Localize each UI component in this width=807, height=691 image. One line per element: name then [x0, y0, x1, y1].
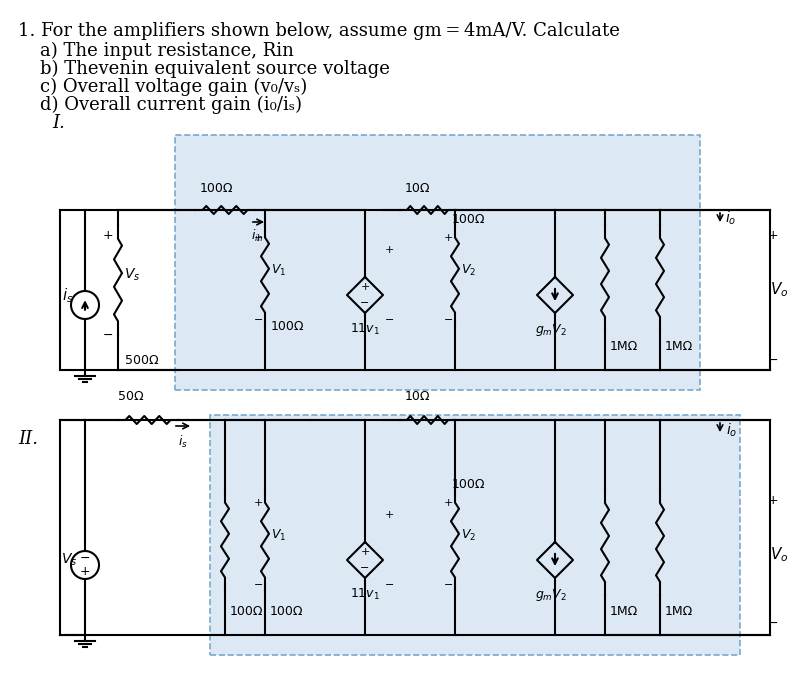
- Text: +: +: [385, 245, 395, 255]
- Text: +: +: [253, 498, 263, 508]
- Text: $i_{in}$: $i_{in}$: [250, 228, 263, 244]
- Text: +: +: [385, 510, 395, 520]
- Text: −: −: [385, 580, 395, 590]
- Text: −: −: [102, 328, 113, 341]
- Text: −: −: [444, 580, 453, 590]
- Text: 1MΩ: 1MΩ: [665, 605, 693, 618]
- Text: c) Overall voltage gain (v₀/vₛ): c) Overall voltage gain (v₀/vₛ): [40, 78, 307, 96]
- Text: +: +: [444, 233, 453, 243]
- Text: 1MΩ: 1MΩ: [665, 340, 693, 353]
- FancyBboxPatch shape: [210, 415, 740, 655]
- Text: $i_s$: $i_s$: [178, 434, 188, 450]
- Text: $V_o$: $V_o$: [770, 281, 788, 299]
- Text: 1MΩ: 1MΩ: [610, 340, 638, 353]
- Text: 100Ω: 100Ω: [230, 605, 264, 618]
- Text: −: −: [768, 616, 779, 630]
- Text: 100Ω: 100Ω: [271, 320, 304, 333]
- Text: 100Ω: 100Ω: [200, 182, 233, 195]
- Text: $V_s$: $V_s$: [61, 552, 77, 568]
- Text: 100Ω: 100Ω: [270, 605, 303, 618]
- Text: b) Thevenin equivalent source voltage: b) Thevenin equivalent source voltage: [40, 60, 390, 78]
- Text: −: −: [385, 315, 395, 325]
- Text: −: −: [360, 298, 370, 308]
- Text: $11v_1$: $11v_1$: [350, 587, 380, 602]
- Text: $i_o$: $i_o$: [726, 422, 738, 439]
- Text: +: +: [360, 547, 370, 557]
- Text: +: +: [102, 229, 113, 241]
- Text: $V_1$: $V_1$: [271, 527, 286, 542]
- Text: +: +: [360, 282, 370, 292]
- Text: +: +: [768, 229, 779, 241]
- Text: 500Ω: 500Ω: [125, 354, 159, 366]
- Text: −: −: [80, 552, 90, 565]
- Text: +: +: [80, 565, 90, 578]
- Text: $V_o$: $V_o$: [770, 546, 788, 565]
- Text: −: −: [253, 580, 263, 590]
- Text: $V_1$: $V_1$: [271, 263, 286, 278]
- FancyBboxPatch shape: [175, 135, 700, 390]
- Text: 10Ω: 10Ω: [405, 182, 430, 195]
- Text: 50Ω: 50Ω: [118, 390, 144, 403]
- Text: 100Ω: 100Ω: [452, 213, 486, 226]
- Text: $11v_1$: $11v_1$: [350, 322, 380, 337]
- Text: a) The input resistance, Rin: a) The input resistance, Rin: [40, 42, 294, 60]
- Text: +: +: [444, 498, 453, 508]
- Text: I.: I.: [52, 114, 65, 132]
- Text: 1MΩ: 1MΩ: [610, 605, 638, 618]
- Text: II.: II.: [18, 430, 38, 448]
- Text: 100Ω: 100Ω: [452, 478, 486, 491]
- Text: $i_o$: $i_o$: [725, 209, 736, 227]
- Text: $i_s$: $i_s$: [62, 287, 73, 305]
- Text: $g_m V_2$: $g_m V_2$: [535, 322, 567, 338]
- Text: −: −: [444, 315, 453, 325]
- Text: 1. For the amplifiers shown below, assume gm = 4mA/V. Calculate: 1. For the amplifiers shown below, assum…: [18, 22, 620, 40]
- Text: +: +: [253, 233, 263, 243]
- Text: $V_s$: $V_s$: [124, 267, 140, 283]
- Text: −: −: [768, 354, 779, 366]
- Text: $V_2$: $V_2$: [461, 263, 476, 278]
- Text: −: −: [360, 563, 370, 573]
- Text: 10Ω: 10Ω: [405, 390, 430, 403]
- Text: $g_m V_2$: $g_m V_2$: [535, 587, 567, 603]
- Text: d) Overall current gain (i₀/iₛ): d) Overall current gain (i₀/iₛ): [40, 96, 302, 114]
- Text: $V_2$: $V_2$: [461, 527, 476, 542]
- Text: −: −: [253, 315, 263, 325]
- Text: +: +: [768, 493, 779, 507]
